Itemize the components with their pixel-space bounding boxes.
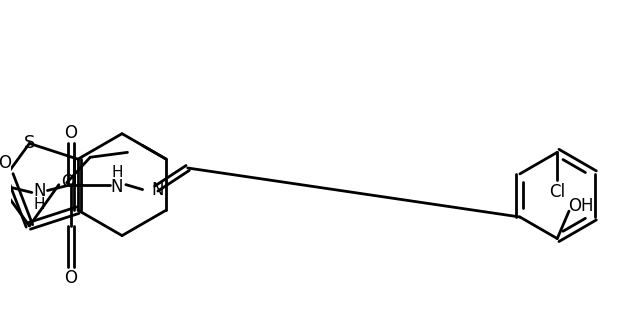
Text: N: N <box>152 181 164 198</box>
Text: O: O <box>65 124 77 142</box>
Text: H: H <box>34 197 45 212</box>
Text: N: N <box>33 181 46 199</box>
Text: N: N <box>111 178 124 196</box>
Text: Cl: Cl <box>549 182 565 200</box>
Text: O: O <box>65 269 77 287</box>
Text: O: O <box>0 154 12 172</box>
Text: S: S <box>24 134 35 152</box>
Text: H: H <box>111 165 123 180</box>
Text: O: O <box>61 173 74 191</box>
Text: OH: OH <box>568 197 593 215</box>
